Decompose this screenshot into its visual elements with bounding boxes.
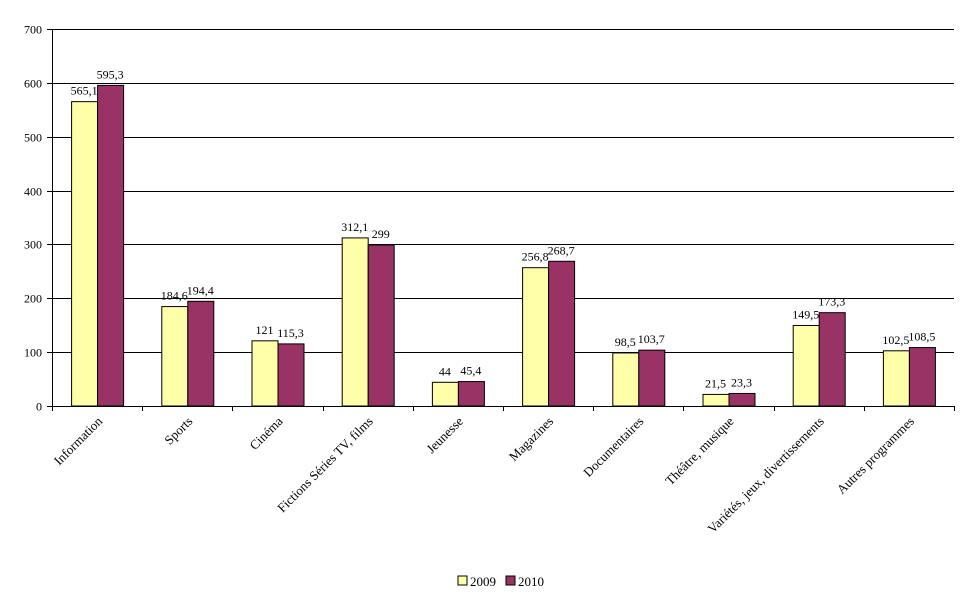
- axes: [52, 29, 955, 411]
- data-label: 103,7: [638, 332, 665, 346]
- bar-2010-7: [728, 392, 756, 407]
- y-tick-label: 400: [24, 185, 42, 199]
- bar-2009-8: [792, 324, 820, 407]
- data-label: 23,3: [731, 375, 752, 389]
- bar-2010-1: [187, 300, 215, 407]
- data-label: 98,5: [615, 335, 636, 349]
- data-label: 115,3: [277, 326, 304, 340]
- x-tick-label: Théâtre, musique: [662, 413, 737, 488]
- gridlines: [52, 29, 954, 353]
- y-tick-label: 500: [24, 131, 42, 145]
- bar-2010-8: [818, 312, 846, 407]
- data-label: 268,7: [548, 243, 575, 257]
- x-tick-label: Sports: [161, 414, 195, 448]
- bar-2010-6: [638, 349, 666, 407]
- legend-swatch-2009: [457, 575, 468, 586]
- bar-2010-0: [97, 84, 125, 407]
- bar-2009-7: [702, 393, 730, 407]
- data-label: 194,4: [187, 283, 214, 297]
- bar-2009-2: [251, 340, 279, 407]
- data-label: 565,1: [71, 84, 98, 98]
- x-tick-label: Magazines: [506, 414, 556, 464]
- bar-2010-5: [548, 260, 576, 407]
- bar-2009-4: [431, 381, 459, 407]
- data-label: 121: [256, 323, 274, 337]
- x-tick-label: Autres programmes: [834, 414, 917, 497]
- y-axis-ticks: 0 100 200 300 400 500 600 700: [24, 23, 52, 414]
- bar-2009-1: [161, 306, 189, 407]
- bars: [71, 84, 936, 407]
- bar-2009-9: [882, 350, 910, 407]
- x-tick-label: Information: [51, 413, 106, 468]
- data-label: 149,5: [792, 307, 819, 321]
- y-tick-label: 200: [24, 292, 42, 306]
- data-label: 256,8: [522, 250, 549, 264]
- data-labels: 565,1 184,6 121 312,1 44 256,8 98,5 21,5 149,5 10…: [71, 67, 936, 390]
- y-tick-label: 600: [24, 77, 42, 91]
- bar-2010-9: [908, 347, 936, 407]
- bar-2010-2: [277, 343, 305, 407]
- data-label: 184,6: [161, 289, 188, 303]
- bar-2009-5: [522, 267, 550, 407]
- bar-2009-0: [71, 101, 99, 407]
- x-tick-label: Jeunesse: [423, 413, 466, 456]
- bar-2009-3: [341, 237, 369, 407]
- data-label: 312,1: [341, 220, 368, 234]
- bar-2010-3: [367, 244, 395, 407]
- x-tick-label: Cinéma: [246, 413, 285, 452]
- legend-swatch-2010: [505, 575, 516, 586]
- y-tick-label: 700: [24, 23, 42, 37]
- y-tick-label: 300: [24, 238, 42, 252]
- x-tick-label: Fictions Séries TV, films: [274, 414, 376, 516]
- x-tick-label: Documentaires: [580, 414, 646, 480]
- data-label: 173,3: [818, 295, 845, 309]
- bar-2010-4: [457, 381, 485, 407]
- data-label: 45,4: [460, 364, 481, 378]
- legend: 2009 2010: [457, 574, 544, 589]
- data-label: 299: [372, 227, 390, 241]
- y-tick-label: 100: [24, 346, 42, 360]
- data-label: 102,5: [882, 333, 909, 347]
- data-label: 21,5: [705, 376, 726, 390]
- y-tick-label: 0: [36, 400, 42, 414]
- legend-label: 2009: [470, 574, 496, 589]
- bar-2009-6: [612, 352, 640, 407]
- data-label: 595,3: [97, 67, 124, 81]
- data-label: 44: [439, 364, 451, 378]
- data-label: 108,5: [908, 330, 935, 344]
- legend-label: 2010: [518, 574, 544, 589]
